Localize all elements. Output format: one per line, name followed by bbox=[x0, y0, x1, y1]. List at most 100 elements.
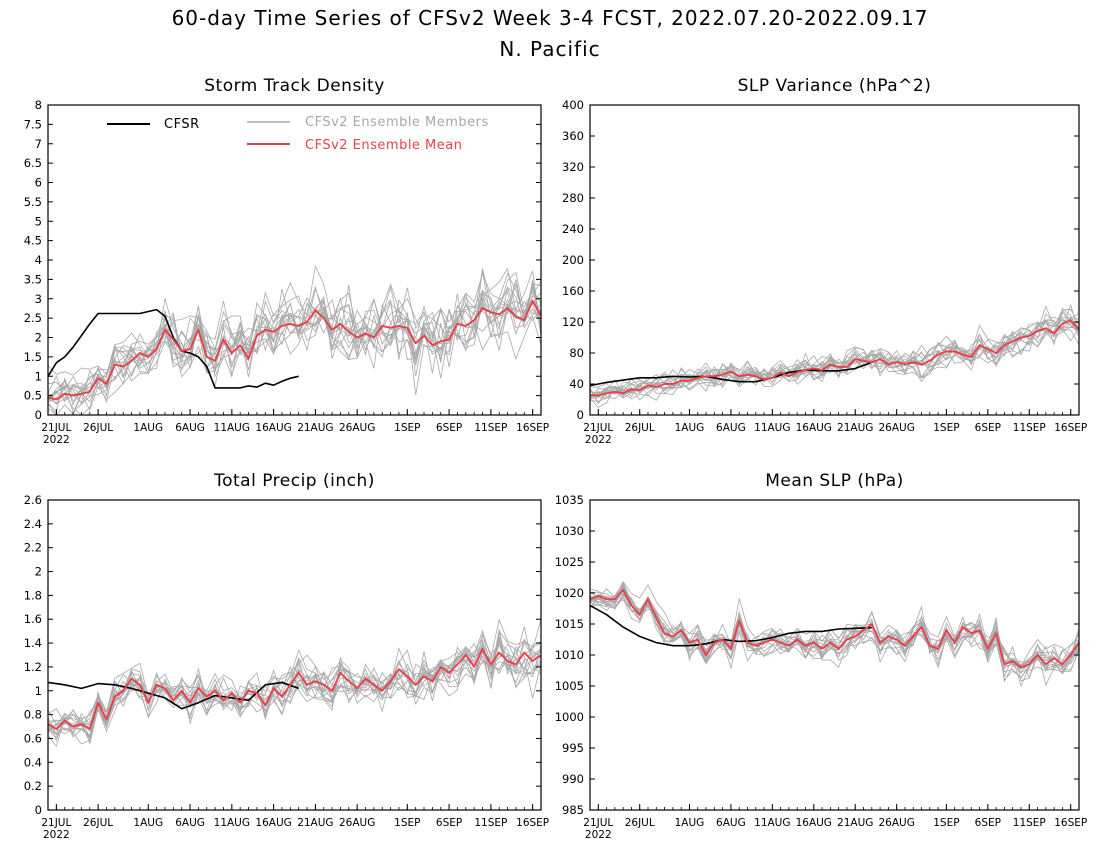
ensemble-member-line bbox=[589, 313, 1080, 400]
x-tick-label: 11SEP bbox=[1013, 817, 1046, 829]
ensemble-member-line bbox=[47, 643, 542, 740]
x-tick-label: 16AUG bbox=[796, 422, 832, 434]
ensemble-member-line bbox=[589, 321, 1080, 403]
x-tick-label: 26JUL bbox=[83, 817, 113, 829]
y-tick-label: 5.5 bbox=[24, 195, 42, 209]
y-tick-label: 1.2 bbox=[24, 660, 42, 674]
y-tick-label: 2.6 bbox=[24, 493, 42, 507]
x-tick-label: 21JUL bbox=[41, 422, 71, 434]
ensemble-member-line bbox=[47, 636, 542, 745]
ensemble-member-line bbox=[47, 283, 542, 405]
x-tick-label: 11AUG bbox=[214, 817, 250, 829]
x-tick-label: 1AUG bbox=[675, 422, 705, 434]
ensemble-members bbox=[47, 618, 542, 748]
y-tick-label: 1000 bbox=[555, 710, 584, 724]
ensemble-members bbox=[47, 264, 542, 416]
y-tick-label: 160 bbox=[562, 284, 584, 298]
figure-subtitle: N. Pacific bbox=[499, 37, 600, 61]
x-tick-label: 16AUG bbox=[796, 817, 832, 829]
y-tick-label: 3 bbox=[35, 292, 42, 306]
x-tick-label: 6SEP bbox=[436, 422, 462, 434]
panel-title: Storm Track Density bbox=[204, 76, 385, 96]
panel-title: Total Precip (inch) bbox=[213, 471, 375, 491]
ensemble-mean-line bbox=[47, 648, 542, 730]
chart-panel-0: Storm Track Density 0 0.5 1 1.5 2 2.5 3 3.5 4 4.5 5… bbox=[24, 76, 549, 446]
y-tick-label: 1.4 bbox=[24, 636, 42, 650]
x-tick-label: 6SEP bbox=[436, 817, 462, 829]
cfsr-line bbox=[589, 361, 873, 387]
y-tick-label: 0 bbox=[577, 408, 584, 422]
ensemble-member-line bbox=[589, 318, 1080, 398]
y-tick-label: 3.5 bbox=[24, 272, 42, 286]
legend-cfsr-label: CFSR bbox=[164, 117, 200, 132]
x-tick-label: 16AUG bbox=[255, 422, 291, 434]
cfsr-line bbox=[47, 308, 299, 389]
y-tick-label: 5 bbox=[35, 214, 42, 228]
x-tick-label: 1SEP bbox=[394, 422, 420, 434]
y-tick-label: 360 bbox=[562, 129, 584, 143]
ensemble-member-line bbox=[589, 599, 1080, 688]
x-tick-label: 6AUG bbox=[175, 422, 205, 434]
y-tick-label: 2.4 bbox=[24, 517, 42, 531]
x-tick-label: 21JUL bbox=[583, 817, 613, 829]
ensemble-member-line bbox=[47, 289, 542, 416]
x-tick-label: 6AUG bbox=[716, 817, 746, 829]
ensemble-member-line bbox=[47, 286, 542, 405]
y-tick-label: 990 bbox=[562, 772, 584, 786]
y-tick-label: 0 bbox=[35, 803, 42, 817]
legend-members-label: CFSv2 Ensemble Members bbox=[305, 115, 489, 130]
ensemble-member-line bbox=[589, 308, 1080, 395]
x-tick-label: 11AUG bbox=[754, 817, 790, 829]
y-tick-label: 0.5 bbox=[24, 389, 42, 403]
ensemble-member-line bbox=[47, 279, 542, 396]
y-tick-label: 1.5 bbox=[24, 350, 42, 364]
ensemble-mean-line bbox=[47, 299, 542, 401]
ensemble-member-line bbox=[47, 268, 542, 404]
x-tick-label: 11SEP bbox=[474, 422, 507, 434]
x-tick-label: 21AUG bbox=[837, 817, 873, 829]
y-tick-label: 985 bbox=[562, 803, 584, 817]
ensemble-member-line bbox=[47, 642, 542, 739]
y-tick-label: 200 bbox=[562, 253, 584, 267]
x-tick-label: 21AUG bbox=[837, 422, 873, 434]
y-tick-label: 1025 bbox=[555, 555, 584, 569]
ensemble-member-line bbox=[47, 264, 542, 376]
x-year-label: 2022 bbox=[585, 434, 612, 446]
y-tick-label: 0 bbox=[35, 408, 42, 422]
figure-title: 60-day Time Series of CFSv2 Week 3-4 FCS… bbox=[172, 6, 929, 30]
x-tick-label: 21JUL bbox=[41, 817, 71, 829]
y-tick-label: 1035 bbox=[555, 493, 584, 507]
x-tick-label: 16SEP bbox=[1054, 817, 1087, 829]
chart-panel-2: Total Precip (inch) 0 0.2 0.4 0.6 0.8 1 1.2 1.4 1… bbox=[24, 471, 549, 841]
y-tick-label: 1.8 bbox=[24, 588, 42, 602]
y-tick-label: 2.5 bbox=[24, 311, 42, 325]
x-tick-label: 6SEP bbox=[975, 817, 1001, 829]
y-tick-label: 7.5 bbox=[24, 117, 42, 131]
ensemble-member-line bbox=[47, 629, 542, 729]
y-tick-label: 8 bbox=[35, 98, 42, 112]
ensemble-member-line bbox=[589, 319, 1080, 399]
x-tick-label: 26JUL bbox=[83, 422, 113, 434]
plot-frame bbox=[47, 499, 542, 811]
x-tick-label: 26JUL bbox=[625, 422, 655, 434]
x-tick-label: 1AUG bbox=[133, 817, 163, 829]
y-tick-label: 1030 bbox=[555, 524, 584, 538]
y-tick-label: 0.2 bbox=[24, 779, 42, 793]
x-tick-label: 26AUG bbox=[878, 422, 914, 434]
x-tick-label: 16AUG bbox=[255, 817, 291, 829]
ensemble-member-line bbox=[589, 591, 1080, 673]
chart-legend: CFSR CFSv2 Ensemble Members CFSv2 Ensemble… bbox=[107, 115, 489, 153]
x-tick-label: 21AUG bbox=[297, 422, 333, 434]
ensemble-member-line bbox=[47, 292, 542, 413]
y-tick-label: 4.5 bbox=[24, 234, 42, 248]
legend-mean-label: CFSv2 Ensemble Mean bbox=[305, 138, 462, 153]
panel-title: SLP Variance (hPa^2) bbox=[738, 76, 932, 96]
ensemble-member-line bbox=[47, 270, 542, 404]
ensemble-mean-line bbox=[589, 319, 1080, 397]
ensemble-mean-line bbox=[589, 588, 1080, 669]
y-tick-label: 80 bbox=[569, 346, 584, 360]
ensemble-member-line bbox=[589, 311, 1080, 401]
y-tick-label: 1 bbox=[35, 684, 42, 698]
ensemble-member-line bbox=[589, 593, 1080, 679]
x-tick-label: 26AUG bbox=[339, 817, 375, 829]
